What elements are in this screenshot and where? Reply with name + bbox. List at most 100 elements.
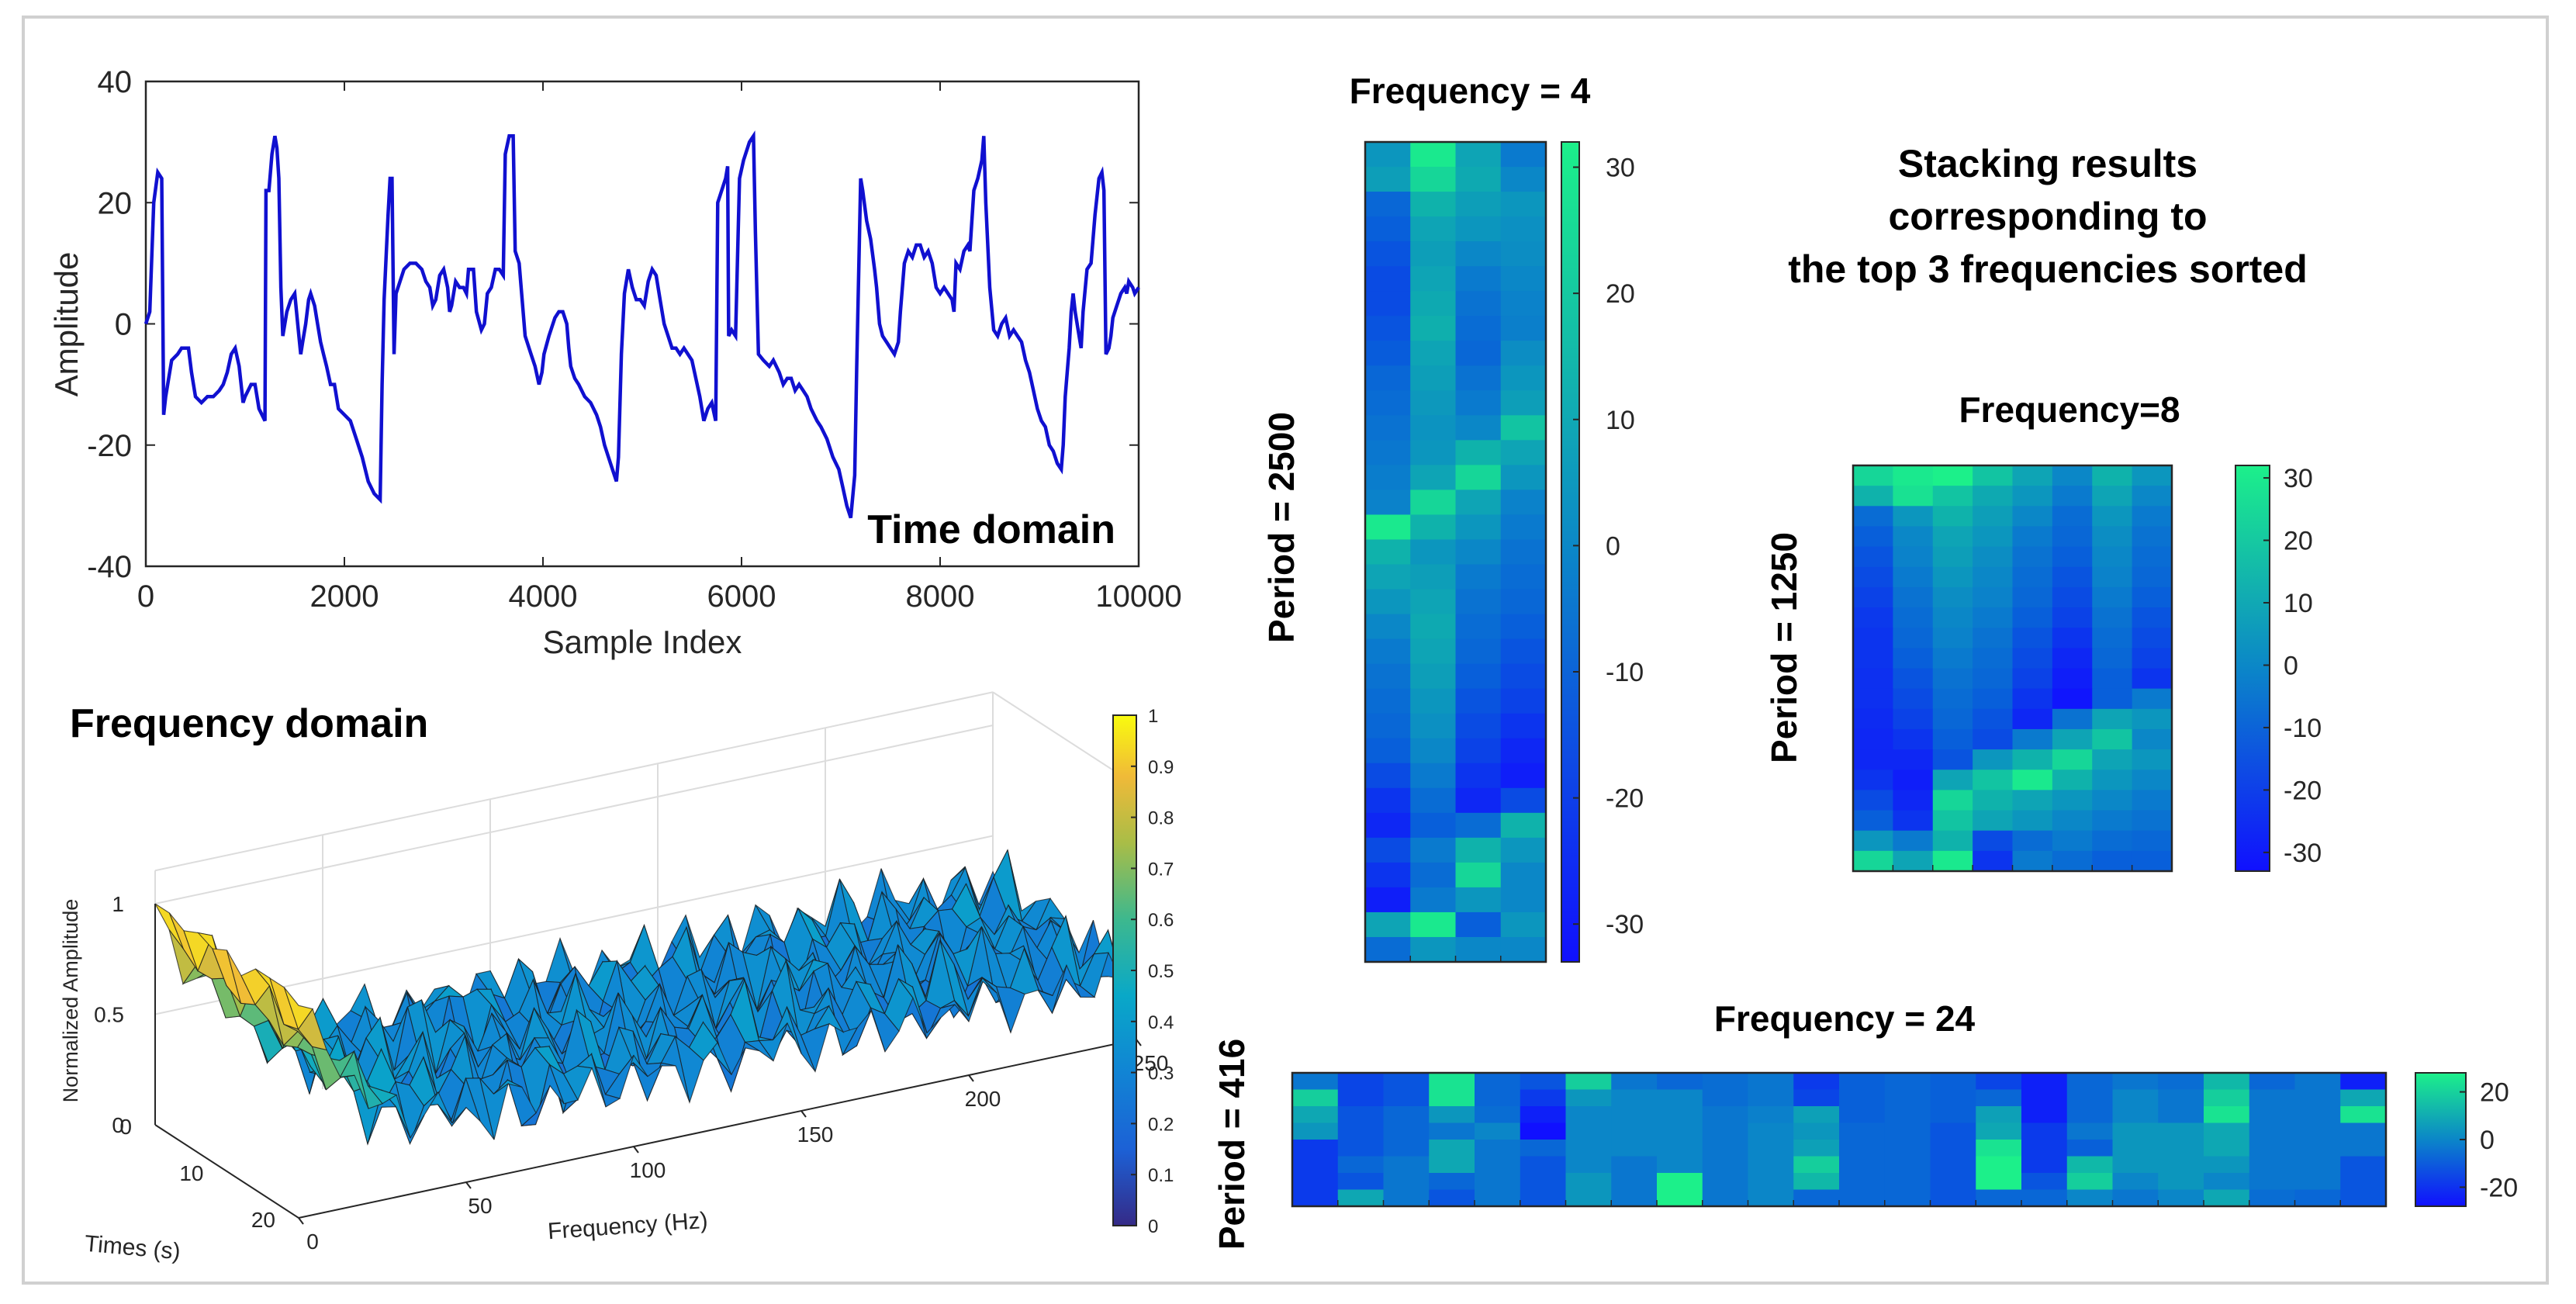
heatmap-cell <box>1410 837 1457 863</box>
surface-y-tick-label: 20 <box>251 1208 275 1232</box>
surface-colorbar: 0 0.1 0.2 0.3 0.4 0.5 0.6 0.7 0.8 0.9 1 <box>1112 706 1174 1237</box>
heatmap-cell <box>1893 486 1934 507</box>
heatmap-cell <box>1657 1089 1703 1107</box>
heatmap-cell <box>1455 837 1502 863</box>
heatmap-cell <box>1500 415 1547 441</box>
time-y-tick-label: 20 <box>98 186 133 220</box>
heatmap-cell <box>2012 790 2053 811</box>
heatmap-cell <box>1884 1122 1931 1140</box>
heatmap-cell <box>1365 738 1411 764</box>
time-y-tick-label: -40 <box>87 550 132 584</box>
heatmap-cell <box>1973 728 2014 750</box>
heatmap-cell <box>1455 713 1502 739</box>
heatmap-cell <box>1410 763 1457 789</box>
stacking-title-line-2: corresponding to <box>1888 195 2207 238</box>
heatmap-cell <box>1611 1122 1658 1140</box>
heatmap-ylabel: Period = 2500 <box>1261 412 1302 643</box>
heatmap-cell <box>1365 266 1411 292</box>
heatmap-cell <box>2132 668 2173 690</box>
heatmap-cell <box>1455 489 1502 516</box>
heatmap-cell <box>1410 390 1457 416</box>
heatmap-cell <box>2132 486 2173 507</box>
heatmap-cell <box>1930 1140 1976 1157</box>
figure-frame <box>22 16 2549 1285</box>
heatmap-cell <box>1839 1156 1886 1174</box>
heatmap-cell <box>2204 1156 2250 1174</box>
heatmap-cell <box>1611 1173 1658 1191</box>
heatmap-cell <box>1455 241 1502 267</box>
surface-x-tick-label: 0 <box>306 1230 319 1254</box>
heatmap-cell <box>1893 770 1934 790</box>
heatmap-cell <box>2340 1106 2387 1124</box>
heatmap-cell <box>2112 1106 2159 1124</box>
heatmap-cell <box>1930 1173 1976 1191</box>
time-domain-chart: 0 2000 4000 6000 8000 10000 -40 -20 0 20 40 Time d… <box>48 65 1182 660</box>
heatmap-cell <box>1500 266 1547 292</box>
heatmap-cell <box>2052 708 2093 730</box>
heatmap-cell <box>1611 1156 1658 1174</box>
heatmap-cell <box>1702 1089 1749 1107</box>
heatmap-cell <box>1748 1189 1794 1207</box>
heatmap-cell <box>1973 465 2014 486</box>
heatmap-cell <box>2021 1106 2068 1124</box>
heatmap-cell <box>1365 465 1411 491</box>
surface-colorbar-tick-label: 0.6 <box>1148 910 1174 931</box>
heatmap-cell <box>1410 589 1457 615</box>
heatmap-cell <box>1429 1173 1475 1191</box>
heatmap-cell <box>1365 142 1411 168</box>
heatmap-cell <box>2066 1106 2114 1124</box>
heatmap-cell <box>1853 728 1893 750</box>
heatmap-cell <box>2012 566 2053 588</box>
surface-colorbar-tick-label: 0.2 <box>1148 1114 1174 1135</box>
heatmap-cell <box>1455 341 1502 366</box>
heatmap-cell <box>2340 1073 2387 1091</box>
heatmap-cell <box>1893 830 1934 852</box>
heatmap-cell <box>1455 812 1502 839</box>
heatmap-cell <box>1932 749 1973 770</box>
heatmap-cell <box>1410 465 1457 491</box>
heatmap-colorbar-tick-label: -20 <box>1606 784 1644 814</box>
heatmap-cell <box>1455 465 1502 491</box>
heatmap-cell <box>2092 790 2133 811</box>
surface-z-tick-label: 0 <box>112 1113 124 1137</box>
heatmap-cell <box>1410 241 1457 267</box>
heatmap-cell <box>1884 1089 1931 1107</box>
heatmap-cell <box>2132 465 2173 486</box>
heatmap-cell <box>1365 341 1411 366</box>
heatmap-cell <box>2249 1089 2296 1107</box>
heatmap-cell <box>1365 564 1411 590</box>
heatmap-cell <box>1973 688 2014 710</box>
heatmap-cell <box>1429 1106 1475 1124</box>
heatmap-cell <box>1853 546 1893 568</box>
heatmap-cell <box>2249 1156 2296 1174</box>
heatmap-cell <box>1611 1106 1658 1124</box>
heatmap-cell <box>2021 1189 2068 1207</box>
heatmap-cell <box>1337 1073 1385 1091</box>
heatmap-cell <box>1702 1140 1749 1157</box>
heatmap-cell <box>2112 1156 2159 1174</box>
heatmap-cell <box>1884 1189 1931 1207</box>
heatmap-cell <box>1410 787 1457 814</box>
heatmap-cell <box>1292 1189 1339 1207</box>
heatmap-cell <box>1475 1106 1521 1124</box>
heatmap-cell <box>1365 663 1411 690</box>
heatmap-cell <box>1853 708 1893 730</box>
heatmap-cell <box>1884 1073 1931 1091</box>
heatmap-cell <box>1565 1189 1612 1207</box>
heatmap-cell <box>1884 1173 1931 1191</box>
heatmap-cell <box>2052 830 2093 852</box>
time-signal-line <box>143 130 1140 519</box>
surface-z-tick-label: 1 <box>112 892 124 916</box>
heatmap-cell <box>1410 738 1457 764</box>
heatmap-cell <box>1500 539 1547 566</box>
heatmap-cell <box>2132 810 2173 832</box>
heatmap-cell <box>1475 1122 1521 1140</box>
heatmap-cell <box>1500 241 1547 267</box>
heatmap-cell <box>1932 506 1973 527</box>
heatmap-colorbar-tick-label: 0 <box>2480 1126 2495 1155</box>
surface-x-tick-label: 200 <box>965 1087 1001 1111</box>
heatmap-cell <box>1455 589 1502 615</box>
heatmap-cell <box>2052 486 2093 507</box>
heatmap-cell <box>1793 1122 1840 1140</box>
heatmap-cell <box>1410 911 1457 938</box>
